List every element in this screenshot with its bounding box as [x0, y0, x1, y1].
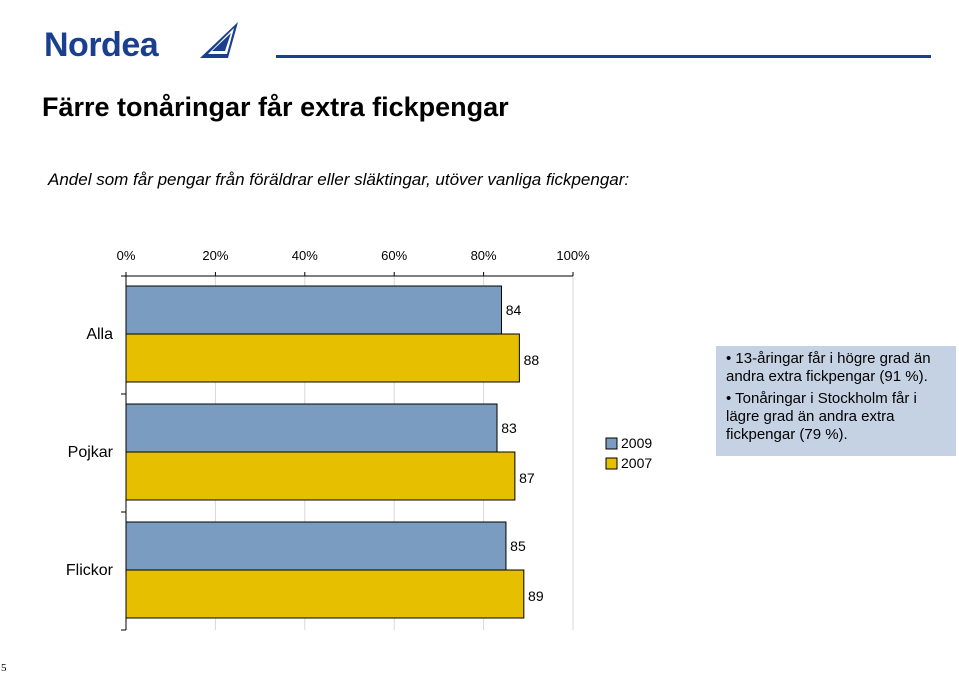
page-title: Färre tonåringar får extra fickpengar: [42, 92, 509, 122]
logo-wordmark: Nordea: [44, 26, 159, 64]
nordea-logo: Nordea: [44, 20, 244, 70]
bar-2009-pojkar: [125, 403, 498, 453]
data-label: 87: [519, 470, 535, 486]
bar-2007-alla: [125, 333, 520, 383]
data-label: 83: [501, 420, 517, 436]
legend-label: 2009: [621, 435, 652, 451]
category-label: Flickor: [66, 562, 114, 579]
data-label: 84: [506, 302, 522, 318]
category-label: Alla: [86, 326, 113, 343]
x-tick-label: 80%: [471, 248, 497, 263]
bar-2009-flickor: [125, 521, 507, 571]
legend-swatch-2009: [605, 437, 618, 450]
bar-2007-pojkar: [125, 451, 516, 501]
legend-label: 2007: [621, 455, 652, 471]
note-2: • Tonåringar i Stockholm får i lägre gra…: [726, 390, 917, 443]
x-tick-label: 40%: [292, 248, 318, 263]
notes-box: • 13-åringar får i högre grad än andra e…: [716, 346, 956, 456]
bar-2009-alla: [125, 285, 502, 335]
data-label: 85: [510, 538, 526, 554]
x-tick-label: 60%: [381, 248, 407, 263]
sail-icon: [200, 22, 238, 58]
legend-swatch-2007: [605, 457, 618, 470]
chart-subtitle: Andel som får pengar från föräldrar elle…: [48, 170, 630, 189]
bar-2007-flickor: [125, 569, 525, 619]
page-number: 5: [1, 662, 7, 674]
data-label: 88: [524, 352, 540, 368]
x-tick-label: 20%: [202, 248, 228, 263]
category-label: Pojkar: [68, 444, 114, 461]
header-rule: [276, 55, 931, 58]
x-tick-label: 0%: [117, 248, 136, 263]
data-label: 89: [528, 588, 544, 604]
x-tick-label: 100%: [556, 248, 590, 263]
note-1: • 13-åringar får i högre grad än andra e…: [726, 350, 931, 385]
